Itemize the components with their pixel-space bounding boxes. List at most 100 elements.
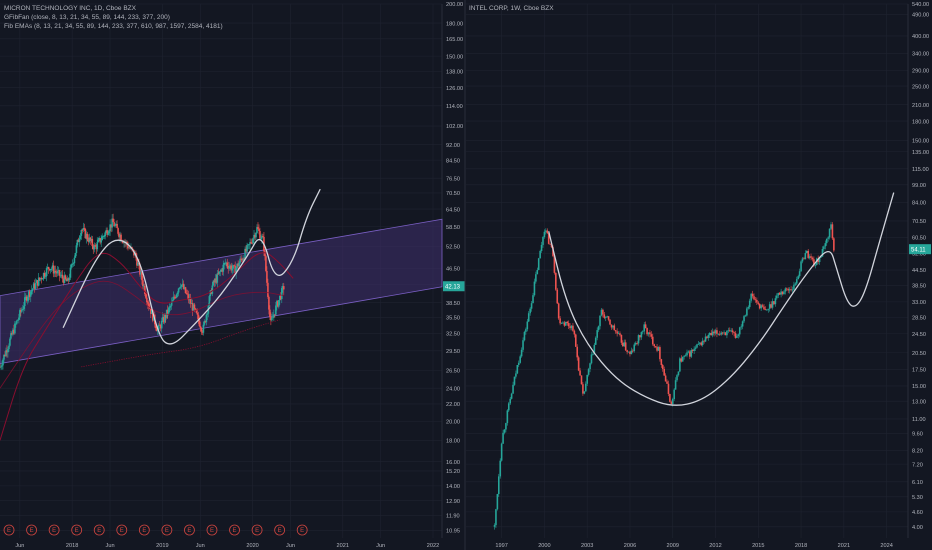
micron-x-tick-label: Jun [106, 543, 115, 549]
micron-candle [46, 267, 49, 269]
intel-candle [724, 332, 727, 336]
micron-y-tick-label: 16.00 [446, 460, 460, 466]
micron-regression-channel[interactable] [0, 218, 443, 364]
intel-y-tick-label: 4.00 [912, 525, 923, 531]
micron-candle [236, 263, 238, 268]
micron-candle [277, 301, 279, 307]
micron-candle [14, 323, 16, 334]
micron-y-tick-label: 70.50 [446, 191, 460, 197]
micron-earnings-marker[interactable] [161, 524, 173, 536]
micron-candle [45, 268, 48, 277]
intel-candle [612, 325, 614, 328]
micron-y-tick-label: 11.90 [446, 514, 460, 520]
micron-candle [93, 245, 96, 250]
micron-earnings-marker[interactable] [296, 524, 308, 536]
intel-candle [728, 330, 731, 332]
micron-earnings-marker[interactable] [93, 524, 105, 536]
micron-candle [222, 264, 225, 272]
intel-y-tick-label: 115.00 [912, 167, 929, 173]
micron-earnings-marker[interactable] [26, 524, 37, 536]
micron-ema-slow-line[interactable] [81, 319, 280, 368]
intel-candle [629, 351, 631, 355]
micron-candle [109, 224, 111, 232]
intel-candle [636, 342, 638, 344]
micron-candle [252, 238, 254, 244]
micron-earnings-marker[interactable] [48, 524, 60, 536]
intel-candle [517, 362, 520, 366]
intel-candle [592, 354, 594, 356]
micron-candle [17, 319, 19, 321]
intel-candle [773, 301, 775, 305]
intel-candle [754, 299, 757, 301]
micron-earnings-marker[interactable] [116, 524, 128, 536]
micron-candle [271, 318, 273, 321]
micron-candle [28, 291, 31, 297]
micron-chart-panel[interactable]: 200.00 180.00 165.00 150.00 138.00 126.00 114.… [0, 2, 465, 549]
intel-candle [699, 342, 701, 344]
intel-candle [733, 332, 735, 334]
micron-earnings-marker[interactable] [229, 524, 240, 536]
intel-candle [810, 256, 812, 258]
micron-candle [280, 295, 282, 300]
micron-candle [61, 274, 64, 279]
micron-earnings-marker[interactable] [3, 524, 15, 536]
micron-earnings-marker[interactable] [184, 524, 195, 536]
micron-candle [199, 326, 202, 329]
micron-candle [15, 323, 17, 325]
micron-candle [136, 257, 138, 266]
intel-candle [646, 328, 648, 335]
micron-candle [96, 242, 99, 250]
micron-candle [242, 258, 244, 261]
intel-candle [550, 244, 553, 248]
intel-candle [693, 348, 695, 351]
micron-y-tick-label: 180.00 [446, 21, 463, 27]
micron-candle [148, 303, 150, 308]
intel-candle [649, 332, 651, 335]
intel-candle [818, 257, 821, 262]
micron-earnings-marker[interactable] [251, 524, 263, 536]
micron-candle [197, 314, 200, 321]
micron-earnings-marker[interactable] [206, 524, 218, 536]
micron-candle [68, 277, 71, 281]
micron-candle [163, 314, 166, 323]
micron-candle [275, 305, 277, 315]
micron-candle [86, 233, 89, 240]
intel-candle [710, 332, 713, 336]
micron-candle [185, 293, 188, 294]
micron-candle [114, 225, 116, 227]
micron-candle [140, 272, 142, 275]
intel-y-tick-label: 135.00 [912, 150, 929, 156]
micron-drawn-wave-curve[interactable] [62, 188, 321, 345]
micron-earnings-marker[interactable] [274, 524, 286, 536]
micron-candle [208, 296, 211, 306]
micron-candle [48, 268, 51, 271]
micron-candle [83, 228, 86, 229]
intel-chart-panel[interactable]: 540.00 490.00 400.00 340.00 290.00 250.00 210.… [466, 2, 931, 549]
intel-candle [574, 334, 577, 347]
intel-candle [536, 269, 539, 275]
micron-y-tick-label: 52.50 [446, 245, 460, 251]
intel-candle [559, 318, 561, 324]
micron-earnings-marker-label: E [75, 528, 79, 534]
micron-candle [264, 251, 266, 257]
micron-chart-title: MICRON TECHNOLOGY INC, 1D, Cboe BZX [4, 5, 137, 12]
intel-y-tick-label: 6.10 [912, 480, 923, 486]
intel-candle [602, 309, 604, 315]
intel-y-tick-label: 60.50 [912, 235, 926, 241]
micron-earnings-marker[interactable] [71, 524, 83, 536]
intel-candle [509, 398, 511, 404]
micron-candle [178, 287, 181, 289]
micron-candle [128, 247, 130, 249]
intel-candle [679, 358, 681, 372]
micron-candle [182, 283, 185, 289]
intel-cup-handle-curve[interactable] [548, 192, 895, 406]
micron-candle [225, 262, 228, 264]
intel-candle [565, 321, 567, 326]
micron-candle [6, 350, 8, 353]
micron-ema-mid-line[interactable] [0, 280, 285, 389]
micron-indicator-gfibfan: GFibFan (close, 8, 13, 21, 34, 55, 89, 1… [4, 14, 170, 21]
micron-earnings-marker[interactable] [138, 524, 150, 536]
micron-candle [215, 278, 218, 283]
micron-candle [118, 233, 120, 238]
intel-candle [801, 258, 804, 262]
